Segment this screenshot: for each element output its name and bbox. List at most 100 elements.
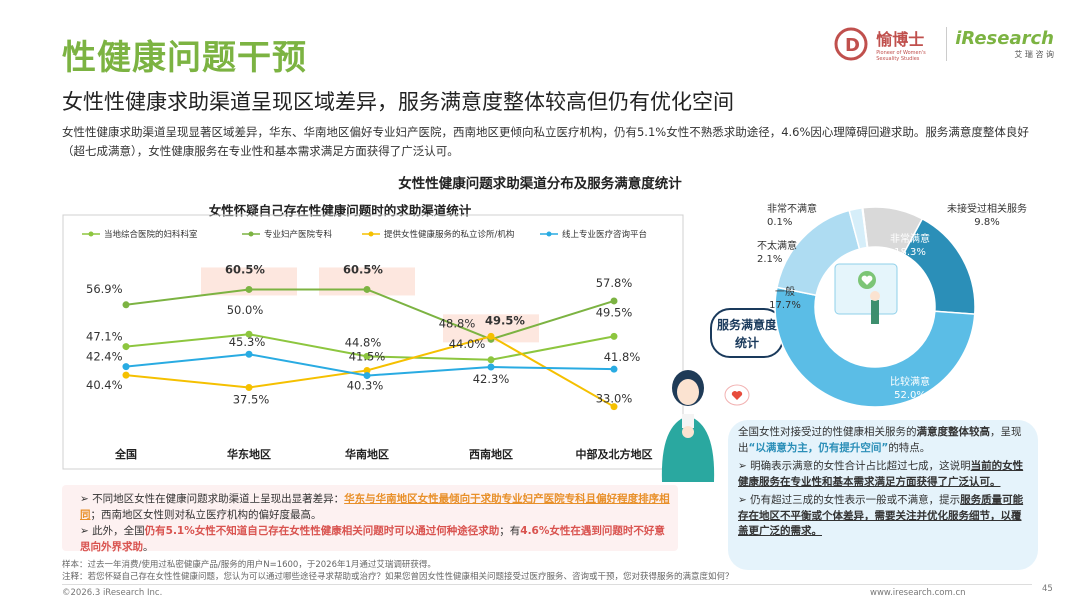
summary-2-highlight-1: 仍有5.1%女性不知道自己存在女性性健康相关问题时可以通过何种途径求助 <box>144 525 500 537</box>
insight-2-bold: 服务质量可能存在地区不平衡或个体差异，需要关注并优化服务细节，以覆盖更广泛的需求… <box>738 494 1024 537</box>
data-point <box>487 363 495 371</box>
data-point <box>245 330 253 338</box>
donut-slice-value: 9.8% <box>974 217 999 228</box>
donut-slice-value: 2.1% <box>757 254 782 265</box>
legend-marker <box>546 231 552 237</box>
data-label: 42.3% <box>473 372 510 386</box>
summary-2-prefix: 此外，全国 <box>92 525 145 537</box>
page-description: 女性性健康求助渠道呈现显著区域差异，华东、华南地区偏好专业妇产医院，西南地区更倾… <box>62 125 1029 158</box>
data-point <box>610 403 618 411</box>
brand-logo-icon: D <box>834 27 868 61</box>
category-label: 西南地区 <box>469 447 513 461</box>
data-label: 60.5% <box>225 262 265 276</box>
donut-slice-label: 不太满意 <box>757 239 797 252</box>
category-label: 全国 <box>114 447 137 461</box>
data-point <box>245 350 253 358</box>
data-label: 42.4% <box>86 350 123 364</box>
category-label: 中部及北方地区 <box>576 447 653 461</box>
insight-intro-suffix: 的特点。 <box>888 441 931 454</box>
legend-marker <box>248 231 254 237</box>
chart-heading: 女性性健康问题求助渠道分布及服务满意度统计 <box>398 176 682 192</box>
legend-marker <box>368 231 374 237</box>
summary-2-mid: ；有 <box>499 525 521 537</box>
legend-label: 线上专业医疗咨询平台 <box>562 229 647 240</box>
insight-text: 全国女性对接受过的性健康相关服务的满意度整体较高，呈现出“以满意为主，仍有提升空… <box>738 425 1028 540</box>
data-point <box>487 356 495 364</box>
data-label: 49.5% <box>596 305 633 319</box>
donut-slice-value: 17.7% <box>769 300 801 311</box>
insight-intro: 全国女性对接受过的性健康相关服务的满意度整体较高，呈现出“以满意为主，仍有提升空… <box>738 425 1028 456</box>
legend-marker <box>88 231 94 237</box>
logo-area: D 愉博士 Pioneer of Women's Sexuality Studi… <box>834 26 1054 62</box>
data-point <box>363 372 371 380</box>
donut-slice-label: 未接受过相关服务 <box>947 202 1027 215</box>
insight-intro-bold: 满意度整体较高 <box>916 426 991 438</box>
donut-slice-label: 比较满意 <box>890 375 930 388</box>
legend-label: 提供女性健康服务的私立诊所/机构 <box>384 229 514 240</box>
data-point <box>122 343 130 351</box>
insight-panel <box>728 420 1038 570</box>
insight-2-prefix: 仍有超过三成的女性表示一般或不满意，提示 <box>750 494 961 506</box>
footer-divider <box>62 584 1032 585</box>
summary-1-suffix: ；西南地区女性则对私立医疗机构的偏好度最高。 <box>90 509 322 521</box>
data-point <box>122 301 130 309</box>
satisfaction-donut-chart: 非常满意 18.3% 比较满意 52.0% 一般 17.7% 不太满意 2.1% 非常不满意 0.… <box>757 202 1027 408</box>
insight-1-bold: 当前的女性健康服务在专业性和基本需求满足方面获得了广泛认可。 <box>738 460 1024 488</box>
summary-text: ➢ 不同地区女性在健康问题求助渠道上呈现出显著差异：华东与华南地区女性最倾向于求… <box>80 491 670 555</box>
woman-thinking-icon <box>661 370 715 482</box>
data-label: 49.5% <box>485 313 525 327</box>
data-point <box>487 332 495 340</box>
data-point <box>610 297 618 305</box>
data-point <box>122 371 130 379</box>
data-label: 40.4% <box>86 378 123 392</box>
data-point <box>363 366 371 374</box>
category-label: 华南地区 <box>345 447 389 461</box>
data-point <box>122 363 130 371</box>
data-point <box>245 285 253 293</box>
chart-frame <box>62 214 684 470</box>
line-chart: 当地综合医院的妇科科室 专业妇产医院专科 提供女性健康服务的私立诊所/机构 线上专业医… <box>62 214 684 470</box>
data-label: 56.9% <box>86 282 123 296</box>
data-label: 41.5% <box>349 349 386 363</box>
heart-bubble-icon <box>724 384 750 406</box>
data-point <box>245 384 253 391</box>
sample-note: 样本：过去一年消费/使用过私密健康产品/服务的用户N=1600，于2026年1月… <box>62 560 436 570</box>
donut-labels: 非常满意 18.3% 比较满意 52.0% 一般 17.7% 不太满意 2.1% 非常不满意 0.… <box>757 202 1027 401</box>
insight-point-1: ➢ 明确表示满意的女性合计占比超过七成，这说明当前的女性健康服务在专业性和基本需… <box>738 460 1024 488</box>
data-label: 44.8% <box>345 335 382 349</box>
legend-label: 专业妇产医院专科 <box>264 229 333 240</box>
summary-box <box>62 485 678 551</box>
partner-logo: iResearch <box>955 28 1054 49</box>
donut-slice-value: 0.1% <box>767 217 792 228</box>
data-label: 50.0% <box>227 303 264 317</box>
summary-1-highlight: 华东与华南地区女性最倾向于求助专业妇产医院专科且偏好程度排序相同 <box>80 493 670 521</box>
donut-slice-label: 非常满意 <box>890 232 930 245</box>
data-point <box>610 365 618 373</box>
data-label: 44.0% <box>449 337 486 351</box>
label-layer: 47.1% 50.0% 44.8% 44.0% 49.5% 56.9% 60.5% 60.5%… <box>86 262 640 406</box>
donut-slice <box>774 286 976 408</box>
page-subtitle: 女性性健康求助渠道呈现区域差异，服务满意度整体较高但仍有优化空间 <box>62 90 734 114</box>
donut-slice-label: 非常不满意 <box>767 202 817 215</box>
donut-slice-label: 一般 <box>775 285 795 298</box>
data-point <box>610 332 618 340</box>
satisfaction-bubble-label: 服务满意度统计 <box>710 308 784 358</box>
legend-label: 当地综合医院的妇科科室 <box>104 229 198 240</box>
series-layer <box>122 285 618 411</box>
data-point <box>363 352 371 360</box>
data-label: 41.8% <box>604 350 641 364</box>
donut-slice <box>861 206 869 249</box>
insight-1-prefix: 明确表示满意的女性合计占比超过七成，这说明 <box>750 460 971 472</box>
brand-name: 愉博士 <box>876 30 925 49</box>
chart-legend: 当地综合医院的妇科科室 专业妇产医院专科 提供女性健康服务的私立诊所/机构 线上专业医… <box>82 229 647 240</box>
footer-website: www.iresearch.com.cn <box>870 588 966 598</box>
data-label: 47.1% <box>86 330 123 344</box>
series-line <box>125 288 615 341</box>
donut-slice-value: 52.0% <box>894 390 926 401</box>
brand-subtitle: Pioneer of Women's Sexuality Studies <box>876 50 926 62</box>
summary-2-highlight-2: 4.6%女性在遇到问题时不好意思向外界求助 <box>80 525 665 553</box>
category-label: 华东地区 <box>227 447 271 461</box>
insight-intro-prefix: 全国女性对接受过的性健康相关服务的 <box>738 426 917 438</box>
footer-copyright: ©2026.3 iResearch Inc. <box>62 588 163 598</box>
donut-slice-value: 18.3% <box>894 247 926 258</box>
